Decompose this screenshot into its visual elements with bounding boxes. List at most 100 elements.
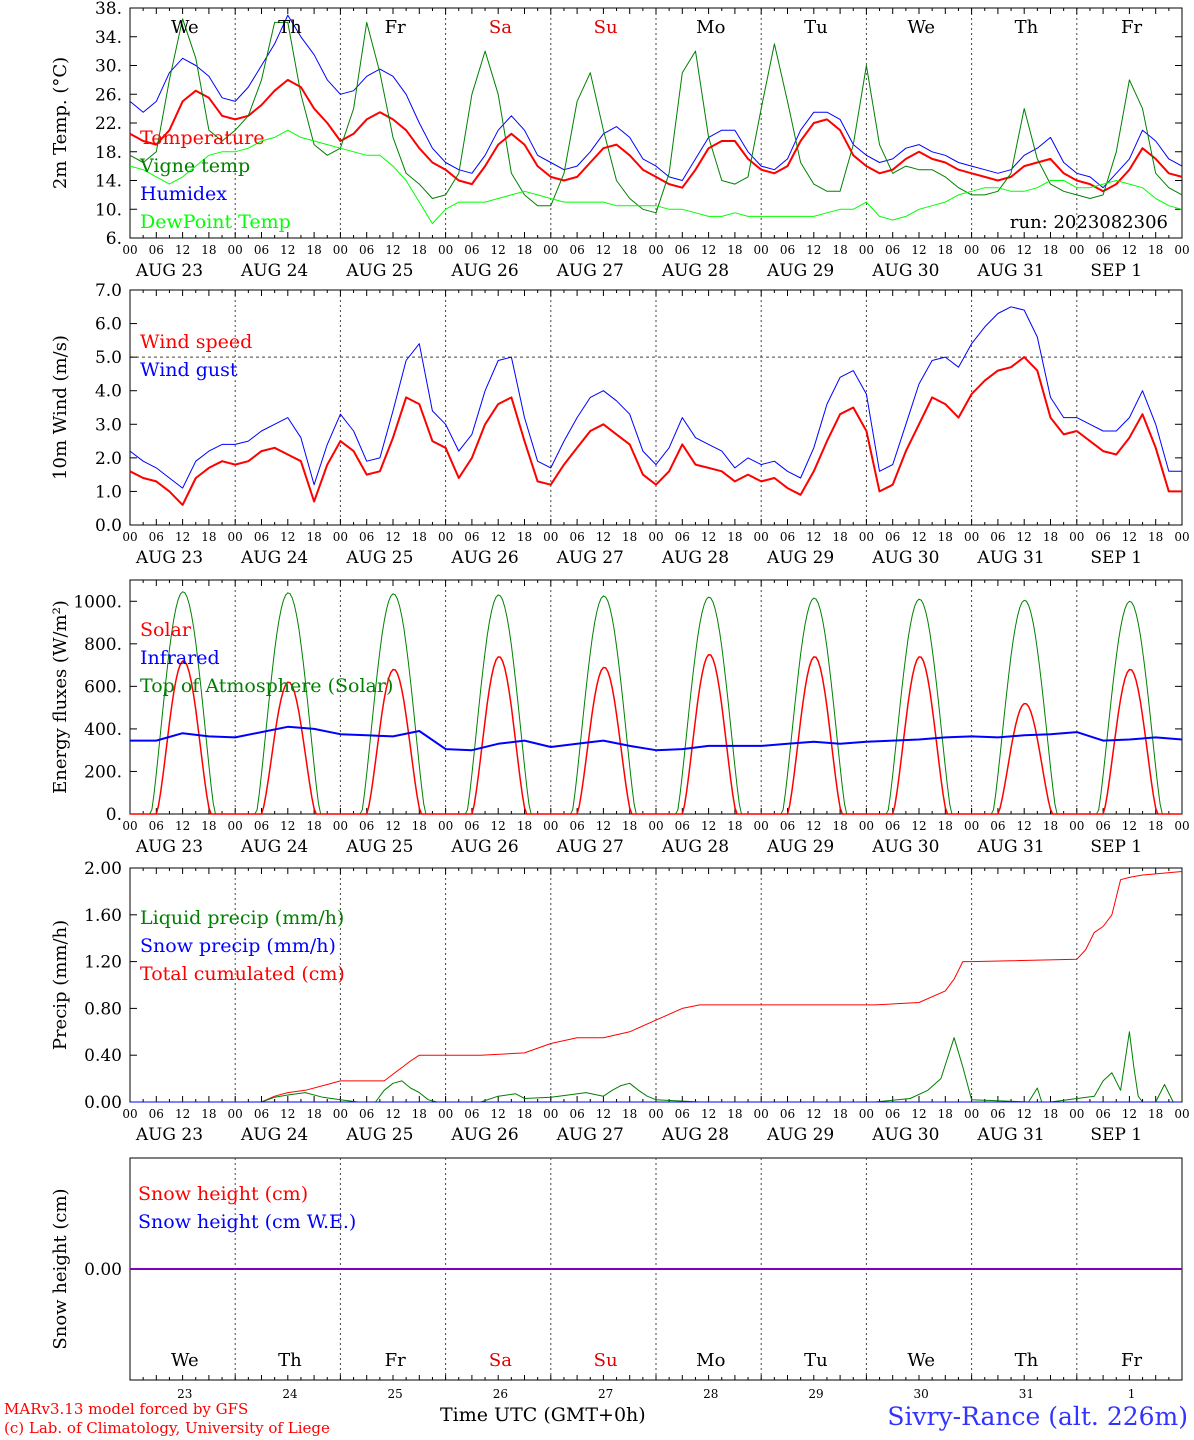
- y-tick-label: 4.0: [95, 382, 122, 402]
- hour-tick-label: 18: [1043, 530, 1058, 544]
- weekday-label: Th: [1015, 1350, 1039, 1371]
- hour-tick-label: 18: [412, 819, 427, 833]
- hour-tick-label: 00: [859, 243, 874, 257]
- hour-tick-label: 06: [675, 530, 690, 544]
- hour-tick-label: 06: [675, 819, 690, 833]
- hour-tick-label: 06: [1095, 530, 1110, 544]
- hour-tick-label: 12: [806, 243, 821, 257]
- hour-tick-label: 00: [1174, 819, 1189, 833]
- day-label: AUG 23: [135, 1125, 203, 1145]
- weekday-label: Mo: [696, 1350, 725, 1371]
- weekday-label: Tu: [804, 1350, 828, 1371]
- hour-tick-label: 12: [701, 530, 716, 544]
- hour-tick-label: 00: [1069, 530, 1084, 544]
- legend-entry: Snow precip (mm/h): [140, 935, 336, 957]
- day-label: SEP 1: [1090, 261, 1142, 281]
- weekday-label: Tu: [804, 17, 828, 38]
- hour-tick-label: 06: [359, 1107, 374, 1121]
- y-tick-label: 1000.: [73, 592, 122, 612]
- day-label: AUG 28: [661, 837, 729, 857]
- day-label: AUG 30: [871, 1125, 939, 1145]
- y-tick-label: 600.: [84, 677, 122, 697]
- hour-tick-label: 06: [1095, 1107, 1110, 1121]
- humidex-line: [129, 14, 1183, 189]
- legend-entry: Humidex: [140, 183, 227, 205]
- dewpoint-temp-line: [129, 129, 1183, 225]
- hour-tick-label: 12: [280, 530, 295, 544]
- hour-tick-label: 12: [280, 1107, 295, 1121]
- y-axis-label: 10m Wind (m/s): [50, 335, 71, 480]
- hour-tick-label: 06: [254, 243, 269, 257]
- hour-tick-label: 00: [964, 530, 979, 544]
- hour-tick-label: 12: [911, 819, 926, 833]
- hour-tick-label: 18: [938, 1107, 953, 1121]
- day-number-label: 28: [703, 1387, 718, 1401]
- y-tick-label: 34.: [95, 28, 122, 48]
- hour-tick-label: 06: [464, 819, 479, 833]
- day-label: AUG 27: [556, 1125, 624, 1145]
- day-label: AUG 24: [240, 1125, 308, 1145]
- day-label: AUG 28: [661, 548, 729, 568]
- hour-tick-label: 12: [175, 243, 190, 257]
- hour-tick-label: 06: [990, 1107, 1005, 1121]
- hour-tick-label: 18: [832, 819, 847, 833]
- day-label: AUG 30: [871, 261, 939, 281]
- y-tick-label: 1.20: [84, 953, 122, 973]
- hour-tick-label: 06: [990, 530, 1005, 544]
- weekday-label: Fr: [1121, 1350, 1142, 1371]
- day-number-label: 31: [1019, 1387, 1034, 1401]
- day-number-label: 30: [914, 1387, 929, 1401]
- hour-tick-label: 18: [1148, 243, 1163, 257]
- hour-tick-label: 12: [596, 1107, 611, 1121]
- hour-tick-label: 18: [201, 243, 216, 257]
- hour-tick-label: 12: [491, 1107, 506, 1121]
- hour-tick-label: 00: [333, 243, 348, 257]
- legend-entry: Wind speed: [140, 331, 252, 353]
- panel-temp: 00 06 12 18 00 06 12 18 00 06 12 18 00 06 12 18 00 06 12 18…: [50, 0, 1190, 281]
- day-label: AUG 29: [766, 261, 834, 281]
- panel-energy: 00 06 12 18 00 06 12 18 00 06 12 18 00 06 12 18 00 06 12 18…: [50, 579, 1190, 857]
- weekday-label: Th: [278, 1350, 302, 1371]
- model-credit: MARv3.13 model forced by GFS: [4, 1400, 249, 1418]
- y-tick-label: 6.0: [95, 315, 122, 335]
- hour-tick-label: 18: [1043, 819, 1058, 833]
- hour-tick-label: 18: [832, 1107, 847, 1121]
- y-tick-label: 3.0: [95, 415, 122, 435]
- day-label: AUG 27: [556, 837, 624, 857]
- day-label: AUG 31: [976, 837, 1044, 857]
- day-number-label: 26: [493, 1387, 508, 1401]
- day-label: AUG 29: [766, 548, 834, 568]
- y-tick-label: 0.00: [84, 1260, 122, 1280]
- day-number-label: 23: [177, 1387, 192, 1401]
- day-label: AUG 23: [135, 548, 203, 568]
- weekday-label: Th: [278, 17, 302, 38]
- hour-tick-label: 12: [491, 819, 506, 833]
- hour-tick-label: 00: [1069, 1107, 1084, 1121]
- y-axis-label: 2m Temp. (°C): [50, 57, 71, 189]
- hour-tick-label: 12: [491, 243, 506, 257]
- hour-tick-label: 06: [464, 243, 479, 257]
- y-tick-label: 2.00: [84, 859, 122, 879]
- hour-tick-label: 18: [938, 243, 953, 257]
- hour-tick-label: 06: [885, 243, 900, 257]
- legend-entry: Snow height (cm W.E.): [138, 1211, 356, 1233]
- hour-tick-label: 12: [175, 819, 190, 833]
- wind-gust-line: [129, 306, 1182, 489]
- hour-tick-label: 00: [1174, 530, 1189, 544]
- hour-tick-label: 12: [491, 530, 506, 544]
- hour-tick-label: 06: [885, 819, 900, 833]
- hour-tick-label: 12: [1122, 1107, 1137, 1121]
- day-label: AUG 26: [450, 1125, 518, 1145]
- run-annotation: run: 2023082306: [1010, 212, 1168, 233]
- hour-tick-label: 00: [1069, 243, 1084, 257]
- wind-speed-line: [129, 356, 1182, 506]
- station-name: Sivry-Rance (alt. 226m): [887, 1402, 1188, 1431]
- hour-tick-label: 18: [832, 243, 847, 257]
- hour-tick-label: 00: [754, 243, 769, 257]
- hour-tick-label: 12: [280, 243, 295, 257]
- day-label: SEP 1: [1090, 837, 1142, 857]
- day-label: AUG 27: [556, 261, 624, 281]
- day-label: AUG 28: [661, 1125, 729, 1145]
- day-number-label: 24: [282, 1387, 298, 1401]
